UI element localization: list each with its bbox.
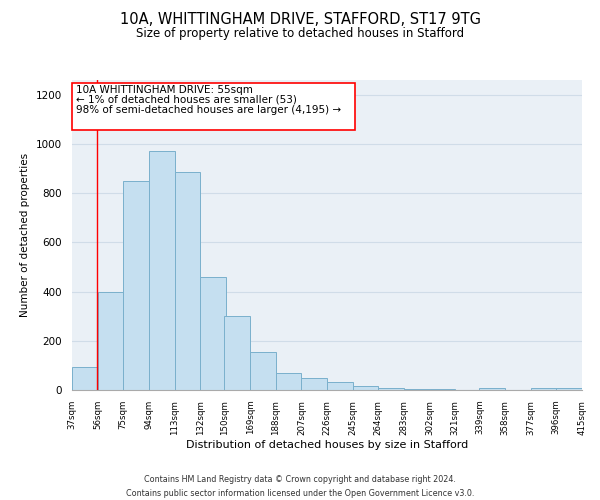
Text: ← 1% of detached houses are smaller (53): ← 1% of detached houses are smaller (53) [76,94,297,104]
Bar [72,83,355,130]
Bar [276,373,301,390]
Bar [479,388,505,390]
Text: 10A, WHITTINGHAM DRIVE, STAFFORD, ST17 9TG: 10A, WHITTINGHAM DRIVE, STAFFORD, ST17 9… [119,12,481,28]
Bar [556,388,582,390]
Bar [200,277,226,390]
Bar [123,181,149,390]
Bar [98,292,123,390]
Text: Contains HM Land Registry data © Crown copyright and database right 2024.
Contai: Contains HM Land Registry data © Crown c… [126,476,474,498]
X-axis label: Distribution of detached houses by size in Stafford: Distribution of detached houses by size … [186,440,468,450]
Text: Size of property relative to detached houses in Stafford: Size of property relative to detached ho… [136,28,464,40]
Text: 98% of semi-detached houses are larger (4,195) →: 98% of semi-detached houses are larger (… [76,104,341,115]
Bar [224,316,250,390]
Bar [175,172,200,390]
Bar [327,382,353,390]
Y-axis label: Number of detached properties: Number of detached properties [20,153,31,317]
Bar [378,388,404,390]
Text: 10A WHITTINGHAM DRIVE: 55sqm: 10A WHITTINGHAM DRIVE: 55sqm [76,85,253,95]
Bar [250,352,276,390]
Bar [531,388,556,390]
Bar [301,378,327,390]
Bar [353,386,378,390]
Bar [404,389,430,390]
Bar [149,152,175,390]
Bar [72,366,98,390]
